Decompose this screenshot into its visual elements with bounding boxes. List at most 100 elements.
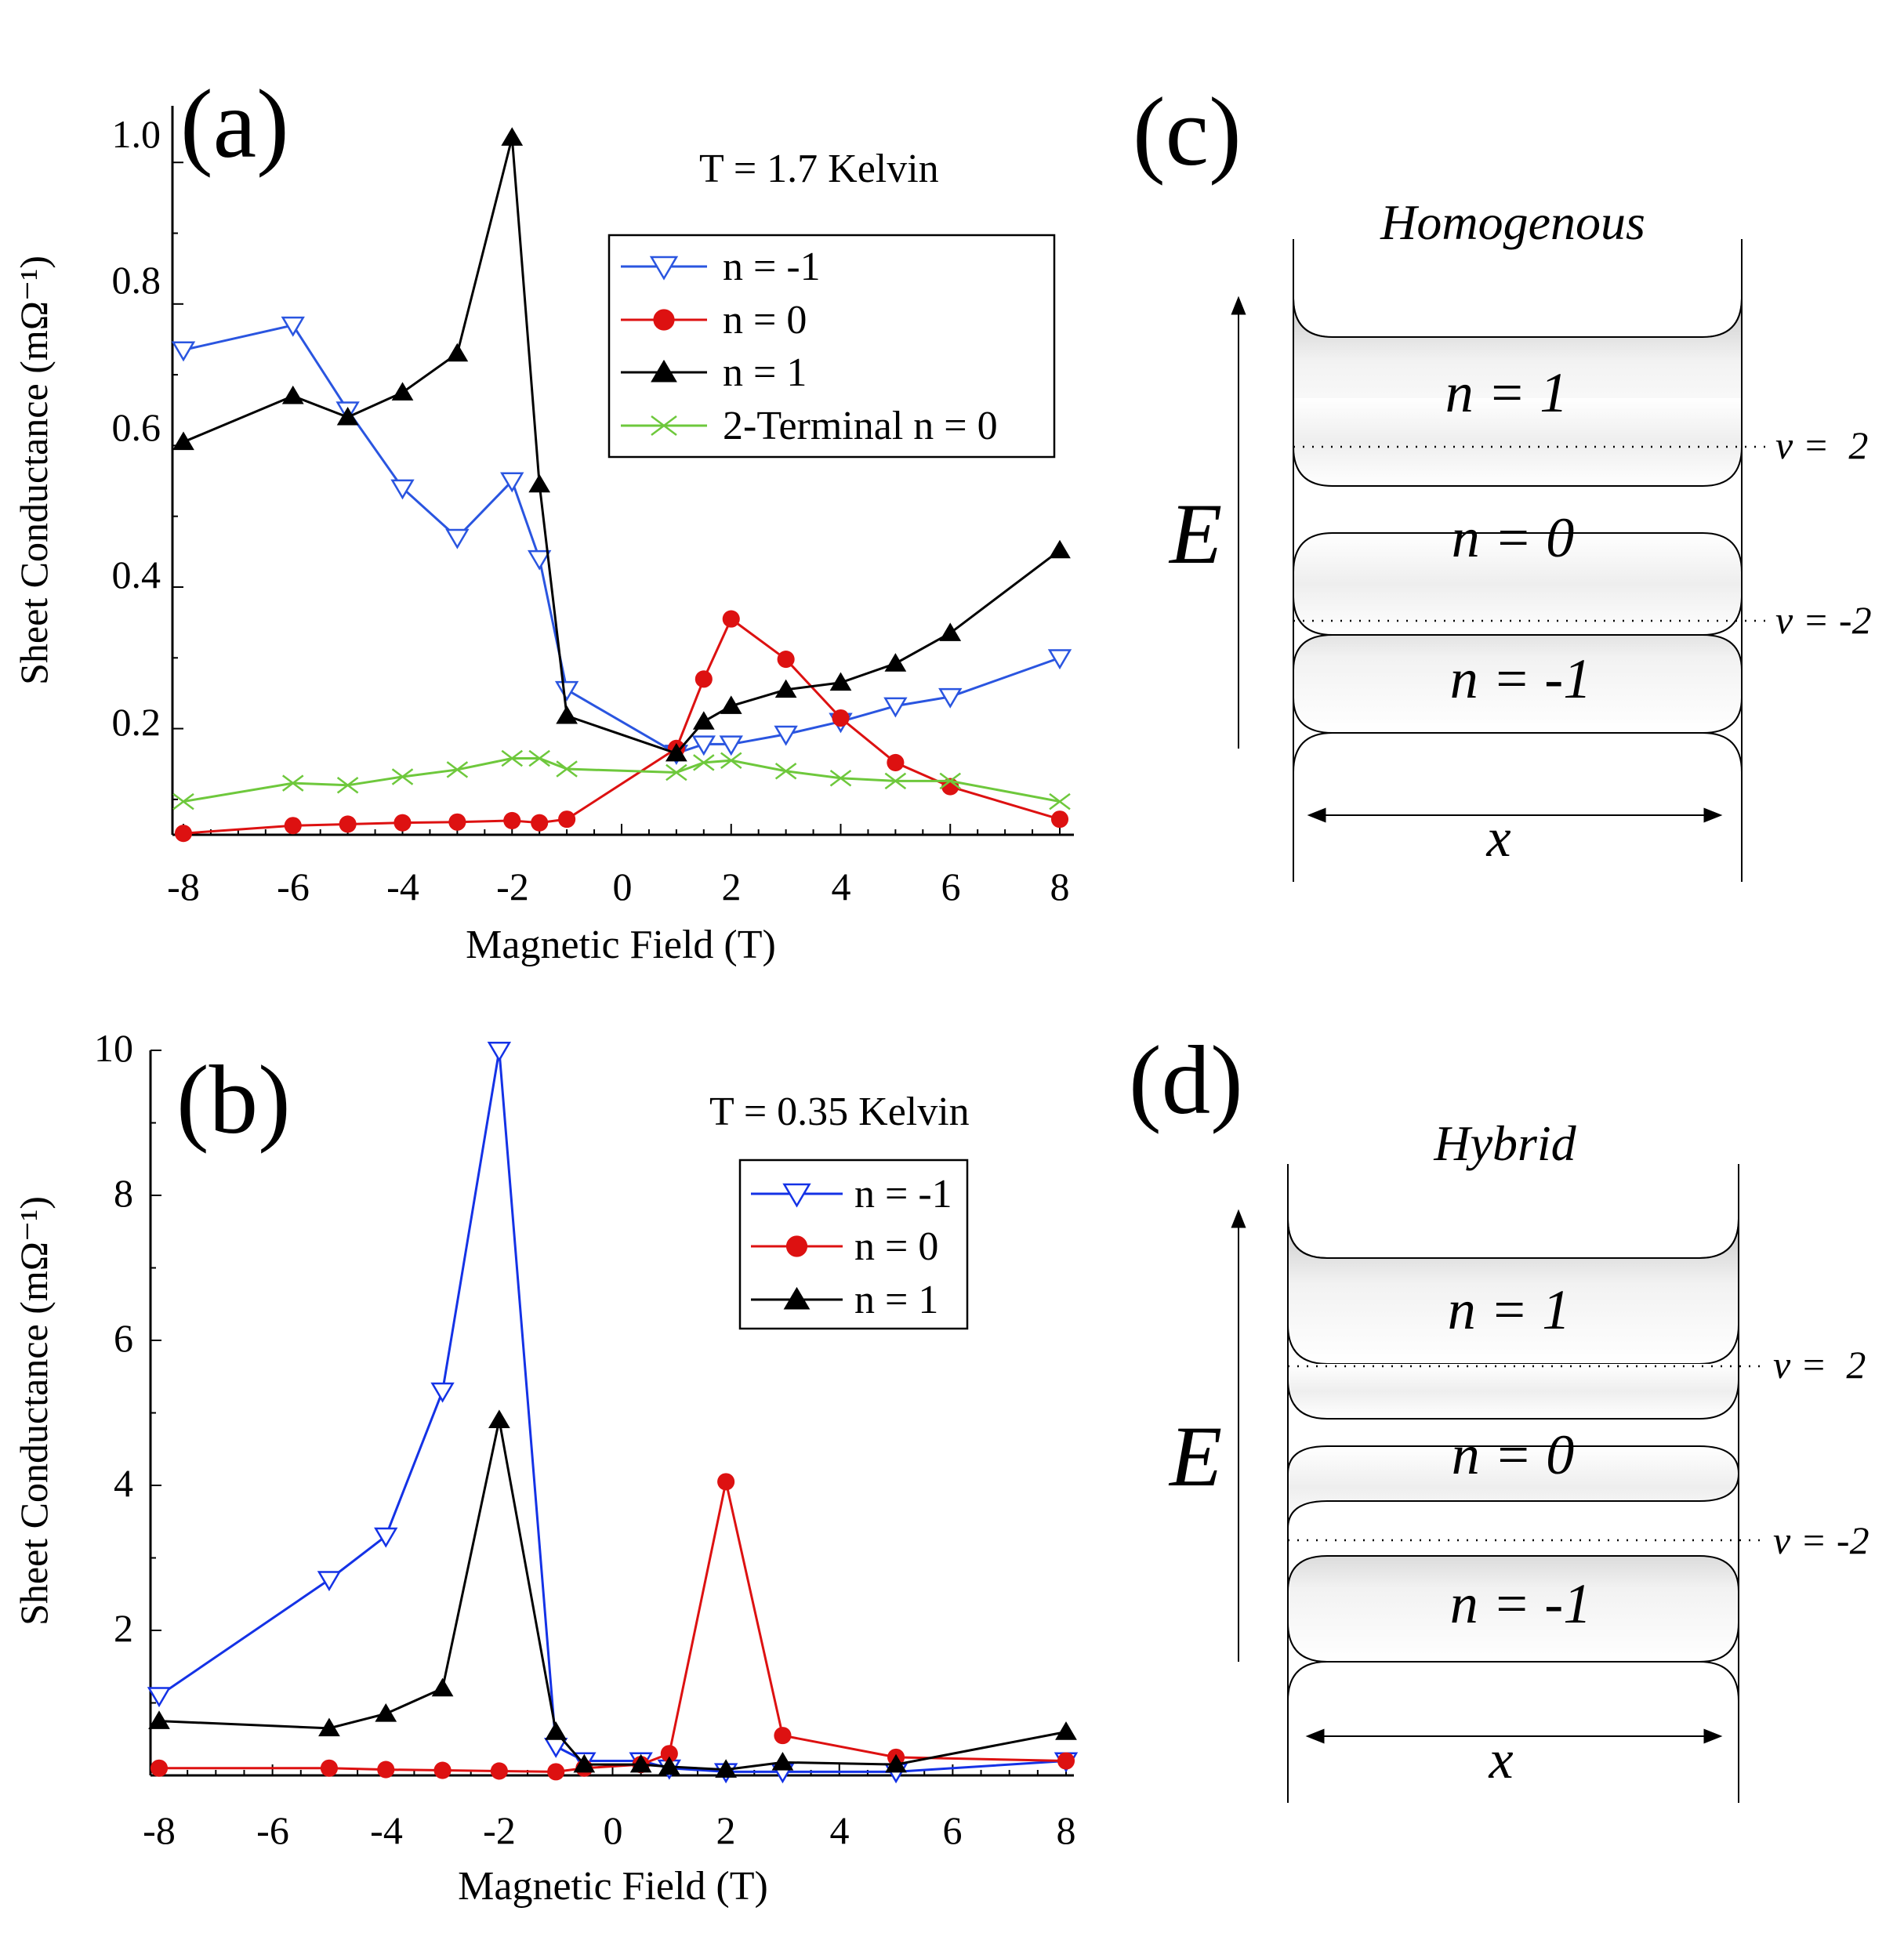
- data-point: [651, 415, 677, 436]
- data-point: [771, 1752, 794, 1771]
- band-n0-upper: [1287, 1364, 1739, 1420]
- panel-d-label: (d): [1129, 1027, 1243, 1135]
- data-point: [172, 431, 194, 451]
- y-tick-label: 8: [114, 1171, 133, 1215]
- panel-c-bands: [1293, 239, 1743, 882]
- data-point: [556, 705, 578, 724]
- series-line: [158, 1050, 1067, 1773]
- x-tick-label: -8: [143, 1808, 176, 1852]
- x-tick-label: 8: [1050, 865, 1070, 908]
- data-point: [284, 817, 302, 835]
- data-point: [318, 1717, 340, 1737]
- band-n0-upper: [1293, 398, 1743, 487]
- series-line: [158, 1420, 1067, 1771]
- panel-a-label: (a): [180, 71, 289, 179]
- data-point: [445, 528, 470, 549]
- data-point: [660, 1745, 678, 1763]
- data-point: [693, 754, 715, 771]
- x-tick-label: -6: [256, 1808, 289, 1852]
- panel-d-energy-label: E: [1168, 1409, 1222, 1504]
- panel-c-label: (c): [1133, 78, 1242, 187]
- data-point: [695, 670, 713, 688]
- data-point: [554, 680, 579, 702]
- data-point: [653, 309, 675, 331]
- series-line: [183, 137, 1061, 755]
- data-point: [556, 760, 578, 778]
- data-point: [488, 1409, 510, 1428]
- data-point: [774, 679, 797, 698]
- panel-d-bands: [1287, 1164, 1740, 1803]
- data-point: [147, 1687, 172, 1708]
- x-tick-label: -8: [167, 865, 200, 908]
- series-line: [183, 324, 1061, 755]
- legend-label: n = 1: [854, 1278, 938, 1322]
- data-point: [884, 772, 907, 790]
- data-point: [1057, 1752, 1075, 1770]
- data-point: [545, 1721, 568, 1740]
- legend-samples: [621, 256, 707, 436]
- data-point: [375, 1703, 397, 1722]
- data-point: [501, 749, 523, 767]
- data-point: [829, 770, 852, 787]
- data-point: [558, 810, 576, 829]
- x-tick-label: 6: [943, 1808, 963, 1852]
- data-point: [938, 687, 963, 709]
- y-tick-label: 0.2: [112, 700, 161, 744]
- data-point: [393, 814, 412, 832]
- data-point: [658, 1756, 680, 1775]
- panel-d-band-nm1: n = -1: [1450, 1572, 1592, 1635]
- data-point: [777, 651, 795, 669]
- x-tick-label: 2: [722, 865, 742, 908]
- panel-b-legend: n = -1 n = 0 n = 1: [738, 1159, 969, 1330]
- data-point: [722, 610, 740, 628]
- panel-c-x-label: x: [1485, 808, 1511, 868]
- panel-a-temperature: T = 1.7 Kelvin: [699, 147, 939, 191]
- panel-a-x-tick-labels: -8 -6 -4 -2 0 2 4 6 8: [167, 865, 1069, 908]
- legend-box: [607, 234, 1056, 459]
- series-n-0: [150, 1473, 1075, 1781]
- x-tick-label: 4: [830, 1808, 850, 1852]
- band-n1-shape: [1293, 239, 1743, 338]
- panel-a-series: [171, 127, 1072, 843]
- data-point: [528, 549, 552, 571]
- x-tick-label: -6: [277, 865, 310, 908]
- data-point: [172, 792, 194, 810]
- series-line: [183, 756, 1061, 803]
- panel-d-filling-upper: v = 2: [1773, 1343, 1866, 1387]
- data-point: [391, 382, 414, 401]
- panel-d: (d) Hybrid E n = 1 n = 0 n = -1 v = 2 v …: [1129, 1027, 1870, 1803]
- data-point: [446, 761, 469, 778]
- band-n1-shape: [1287, 1164, 1739, 1259]
- data-point: [547, 1763, 565, 1781]
- data-point: [174, 825, 193, 843]
- series-n-0: [174, 610, 1069, 843]
- data-point: [433, 1761, 452, 1779]
- legend-label: n = -1: [854, 1172, 952, 1217]
- data-point: [528, 749, 550, 767]
- panel-d-x-label: x: [1488, 1730, 1513, 1790]
- data-point: [939, 772, 962, 790]
- data-point: [1055, 1721, 1077, 1740]
- data-point: [720, 752, 742, 769]
- data-point: [448, 813, 466, 831]
- data-point: [720, 695, 742, 714]
- panel-b-temperature: T = 0.35 Kelvin: [709, 1090, 970, 1134]
- data-point: [446, 343, 469, 362]
- panel-b-label: (b): [176, 1046, 291, 1155]
- data-point: [377, 1761, 395, 1779]
- data-point: [692, 711, 715, 730]
- data-point: [774, 725, 798, 746]
- data-point: [391, 768, 414, 785]
- data-point: [150, 1759, 169, 1777]
- data-point: [629, 1753, 652, 1773]
- panel-b: (b) T = 0.35 Kelvin -8 -6 -4 -2 0 2 4 6 …: [12, 1026, 1079, 1909]
- series-2-terminal-n-0: [172, 749, 1071, 810]
- x-tick-label: 4: [832, 865, 851, 908]
- data-point: [503, 811, 521, 829]
- series-n-1: [172, 127, 1071, 762]
- data-point: [339, 815, 357, 833]
- panel-c-title: Homogenous: [1380, 194, 1645, 250]
- panel-a: (a) T = 1.7 Kelvin -8 -6 -4 -2 0 2 4 6 8…: [12, 71, 1074, 967]
- data-point: [1047, 649, 1072, 670]
- legend-samples: [751, 1183, 843, 1310]
